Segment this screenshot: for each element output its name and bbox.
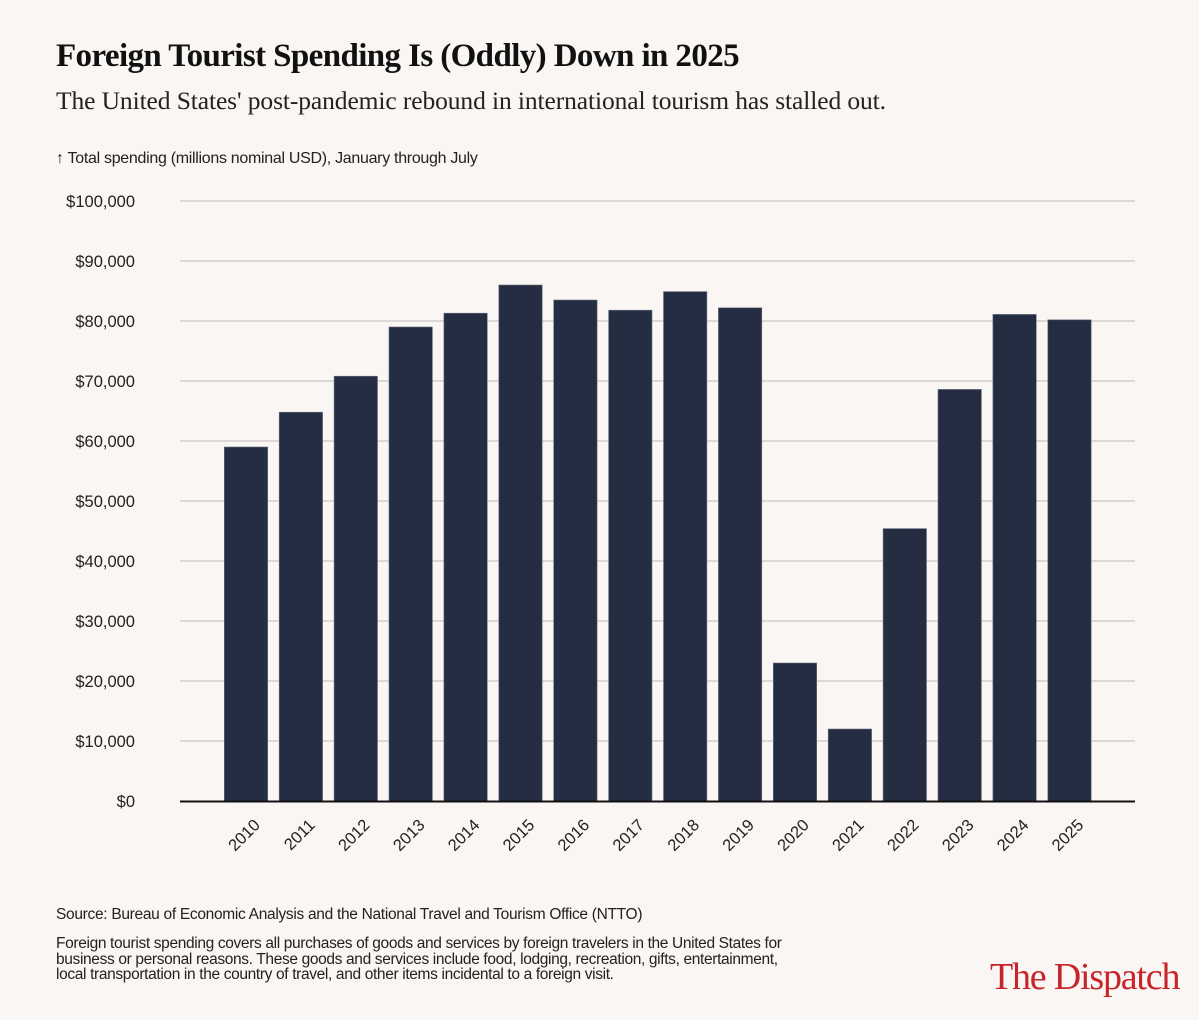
x-tick-label: 2019 <box>719 816 758 855</box>
y-tick-label: $30,000 <box>75 613 135 631</box>
y-tick-label: $60,000 <box>75 433 135 451</box>
x-axis-ticks: 2010 2011 2012 2013 2014 2015 2016 2017 2018 2019… <box>225 816 1087 855</box>
x-tick-label: 2020 <box>774 816 813 855</box>
bar-2018 <box>663 291 708 802</box>
y-tick-label: $100,000 <box>66 193 135 211</box>
bars <box>224 284 1092 802</box>
chart-subtitle: The United States' post-pandemic rebound… <box>56 86 886 115</box>
x-tick-label: 2024 <box>994 816 1033 855</box>
bar-2020 <box>772 662 817 802</box>
bar-2025 <box>1047 319 1092 802</box>
bar-2016 <box>553 299 598 802</box>
x-tick-label: 2018 <box>664 816 703 855</box>
x-tick-label: 2013 <box>390 816 429 855</box>
gridlines <box>180 200 1135 742</box>
source-note: Source: Bureau of Economic Analysis and … <box>56 906 643 923</box>
bar-2010 <box>224 446 269 802</box>
methodology-note: Foreign tourist spending covers all purc… <box>56 935 782 983</box>
x-tick-label: 2012 <box>335 816 374 855</box>
x-tick-label: 2017 <box>609 816 648 855</box>
bar-2014 <box>443 312 488 802</box>
bar-2024 <box>992 314 1037 802</box>
x-tick-label: 2011 <box>281 816 319 854</box>
the-dispatch-logo: The Dispatch <box>990 956 1180 998</box>
bar-2022 <box>882 528 927 802</box>
bar-2011 <box>278 411 323 802</box>
x-tick-label: 2010 <box>225 816 264 855</box>
bar-2019 <box>718 307 763 802</box>
bar-2013 <box>388 326 433 802</box>
y-axis-ticks: $0 $10,000 $20,000 $30,000 $40,000 $50,000 $60… <box>66 193 135 811</box>
x-tick-label: 2016 <box>555 816 594 855</box>
x-tick-label: 2022 <box>884 816 923 855</box>
x-tick-label: 2021 <box>829 816 868 855</box>
chart-title: Foreign Tourist Spending Is (Oddly) Down… <box>56 38 740 74</box>
y-tick-label: $20,000 <box>75 673 135 691</box>
bar-2012 <box>333 375 378 802</box>
y-tick-label: $40,000 <box>75 553 135 571</box>
y-axis-label: ↑ Total spending (millions nominal USD),… <box>56 150 478 167</box>
x-tick-label: 2025 <box>1049 816 1088 855</box>
y-tick-label: $90,000 <box>75 253 135 271</box>
y-tick-label: $10,000 <box>75 733 135 751</box>
bar-2023 <box>937 389 982 802</box>
bar-2021 <box>827 728 872 802</box>
bar-2017 <box>608 309 653 802</box>
y-tick-label: $50,000 <box>75 493 135 511</box>
y-tick-label: $0 <box>117 793 135 811</box>
y-tick-label: $80,000 <box>75 313 135 331</box>
x-tick-label: 2015 <box>500 816 539 855</box>
y-tick-label: $70,000 <box>75 373 135 391</box>
bar-chart: $0 $10,000 $20,000 $30,000 $40,000 $50,000 $60… <box>66 193 1135 855</box>
bar-2015 <box>498 284 543 802</box>
x-tick-label: 2023 <box>939 816 978 855</box>
x-tick-label: 2014 <box>445 816 484 855</box>
